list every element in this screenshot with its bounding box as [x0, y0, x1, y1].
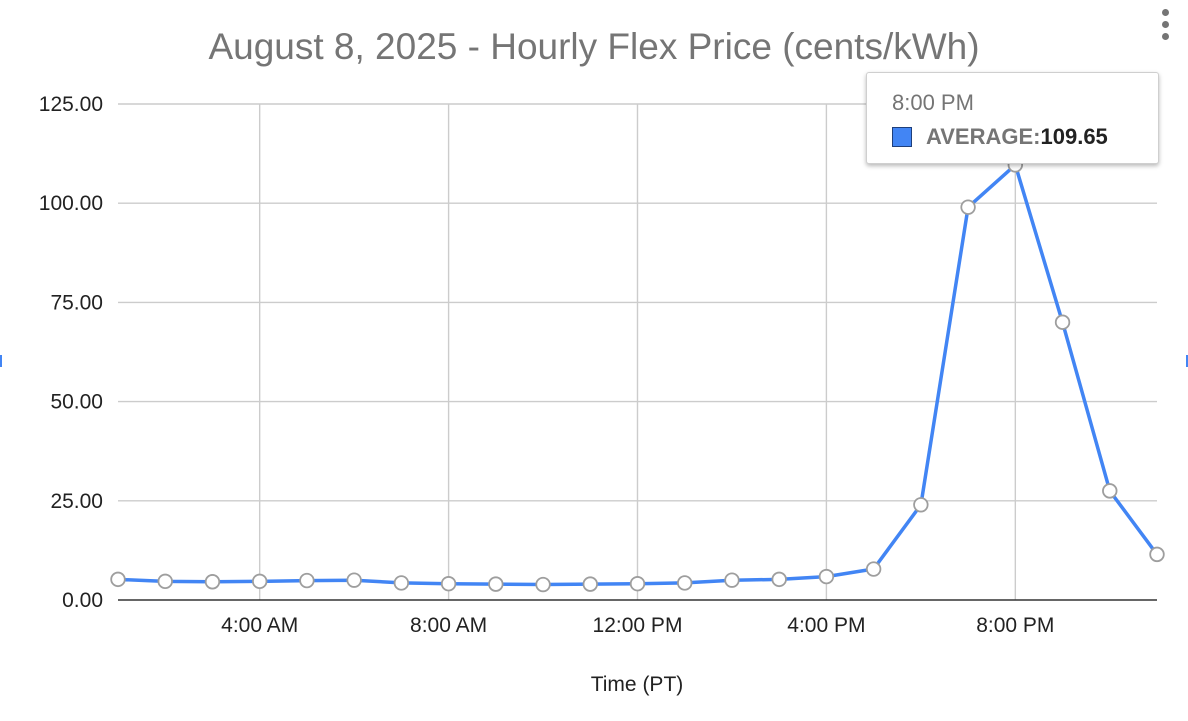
x-tick-label: 12:00 PM — [593, 614, 683, 637]
y-tick-label: 50.00 — [50, 391, 103, 414]
data-point[interactable] — [299, 572, 315, 589]
data-point[interactable] — [1149, 546, 1165, 563]
series-layer — [110, 157, 1165, 593]
axis-ticks: 0.00 25.00 50.00 75.00 100.00 125.00 4:00 AM 8:… — [39, 93, 1055, 637]
y-tick-label: 100.00 — [39, 192, 103, 215]
data-point[interactable] — [157, 573, 173, 590]
data-point[interactable] — [724, 572, 740, 588]
y-tick-label: 75.00 — [50, 291, 103, 314]
x-tick-label: 4:00 PM — [787, 614, 865, 637]
chart-title: August 8, 2025 - Hourly Flex Price (cent… — [208, 26, 979, 67]
x-tick-label: 8:00 PM — [976, 614, 1054, 637]
data-point[interactable] — [440, 576, 457, 592]
y-tick-label: 25.00 — [50, 490, 103, 513]
data-point[interactable] — [535, 576, 551, 593]
y-tick-label: 0.00 — [62, 589, 103, 612]
tooltip-row: AVERAGE: 109.65 — [892, 124, 1108, 150]
data-point[interactable] — [393, 575, 410, 591]
more-vert-icon-dot — [1162, 21, 1169, 28]
right-edge-marker — [1186, 355, 1188, 367]
more-vert-icon — [1162, 9, 1169, 16]
x-axis-title: Time (PT) — [591, 673, 684, 696]
data-point[interactable] — [1054, 314, 1071, 330]
data-point[interactable] — [913, 497, 929, 513]
data-point[interactable] — [251, 573, 268, 590]
left-edge-marker — [0, 355, 2, 367]
data-point[interactable] — [1102, 483, 1118, 499]
y-tick-label: 125.00 — [39, 93, 103, 116]
data-point[interactable] — [629, 576, 646, 592]
tooltip-series-swatch — [892, 127, 912, 147]
x-tick-label: 4:00 AM — [221, 614, 298, 637]
data-point[interactable] — [204, 574, 221, 590]
chart-menu-button[interactable] — [1154, 6, 1178, 44]
tooltip-colon: : — [1033, 124, 1041, 149]
x-tick-label: 8:00 AM — [410, 614, 487, 637]
data-point[interactable] — [818, 568, 835, 585]
data-point[interactable] — [488, 576, 504, 592]
data-point[interactable] — [110, 571, 126, 588]
tooltip-series-name: AVERAGE — [926, 124, 1034, 149]
data-point[interactable] — [865, 561, 882, 577]
data-point[interactable] — [677, 575, 693, 591]
more-vert-icon-dot — [1162, 33, 1169, 40]
data-point[interactable] — [771, 571, 787, 588]
gridlines — [118, 103, 1157, 601]
data-point[interactable] — [960, 199, 976, 215]
data-tooltip: 8:00 PM AVERAGE: 109.65 — [866, 72, 1159, 164]
data-point[interactable] — [582, 576, 598, 592]
data-point[interactable] — [346, 572, 362, 588]
tooltip-value: 109.65 — [1040, 124, 1108, 149]
tooltip-time: 8:00 PM — [892, 90, 974, 115]
